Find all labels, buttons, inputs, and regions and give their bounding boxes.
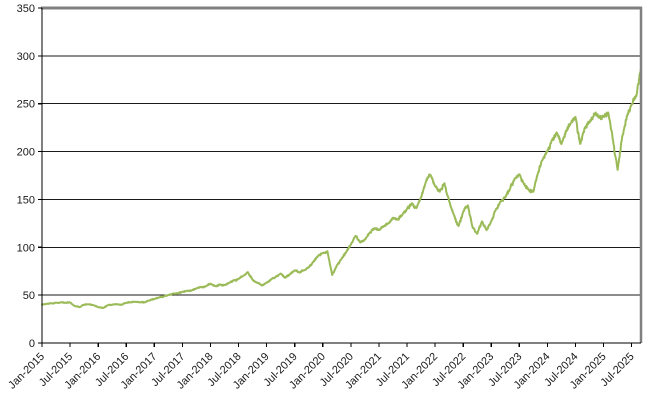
price-line xyxy=(41,67,642,310)
y-tick-label: 250 xyxy=(17,99,35,111)
y-tick-label: 50 xyxy=(23,290,35,302)
y-tick-label: 100 xyxy=(17,242,35,254)
y-tick-label: 0 xyxy=(29,338,35,350)
y-tick-label: 350 xyxy=(17,3,35,15)
y-tick-label: 300 xyxy=(17,51,35,63)
y-tick-label: 200 xyxy=(17,147,35,159)
y-tick-label: 150 xyxy=(17,194,35,206)
